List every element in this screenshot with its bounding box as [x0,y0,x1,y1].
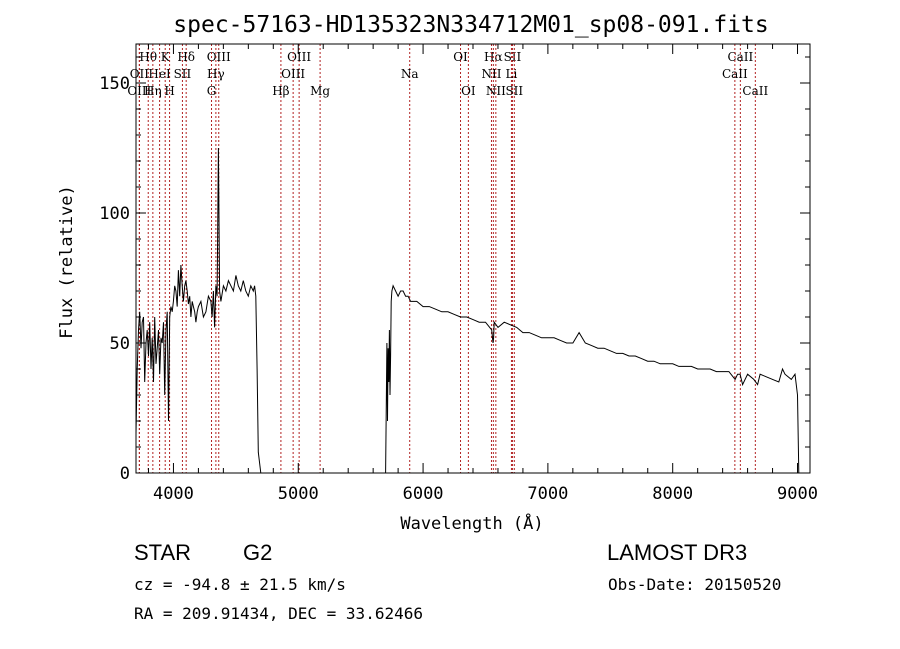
marker-label-6: Hδ [177,50,195,64]
x-axis: 4000 5000 6000 7000 8000 9000 [147,44,818,504]
marker-label-17: OI [453,50,468,64]
x-tick-label-3: 7000 [527,484,568,504]
x-tick-label-5: 9000 [777,484,818,504]
y-tick-label-1: 50 [110,334,130,354]
redshift-cz: cz = -94.8 ± 21.5 km/s [134,575,346,594]
object-subclass: G2 [243,540,273,565]
marker-label-23: Li [506,67,518,81]
marker-label-12: OIII [287,50,311,64]
marker-label-20: NII [481,67,501,81]
marker-label-0: Hθ [139,50,157,64]
y-axis-label: Flux (relative) [57,185,77,339]
marker-label-21: NII [486,84,506,98]
marker-label-24: SII [505,84,523,98]
x-tick-label-4: 8000 [652,484,693,504]
marker-label-25: CaII [727,50,753,64]
x-axis-label: Wavelength (Å) [400,512,543,534]
y-tick-label-3: 150 [99,74,130,94]
marker-label-3: K [161,50,171,64]
y-axis: 0 50 100 150 [99,56,810,484]
x-tick-label-1: 5000 [278,484,319,504]
y-tick-label-2: 100 [99,204,130,224]
marker-label-2: OIII [127,84,151,98]
marker-label-27: CaII [742,84,768,98]
plot-frame [135,43,811,474]
survey-name: LAMOST DR3 [607,540,748,565]
marker-label-10: Hγ [207,67,225,81]
marker-label-9: OIII [207,50,231,64]
ra-dec: RA = 209.91434, DEC = 33.62466 [134,604,423,623]
chart-title: spec-57163-HD135323N334712M01_sp08-091.f… [173,12,768,38]
flux-series-line [135,147,800,474]
marker-label-14: Hβ [272,84,289,98]
marker-label-19: Hα [484,50,503,64]
marker-label-11: G [207,84,217,98]
marker-label-5: Hη [144,84,162,98]
marker-label-7: SII [174,67,192,81]
x-tick-label-2: 6000 [403,484,444,504]
marker-label-26: CaII [722,67,748,81]
marker-label-22: SII [504,50,522,64]
marker-label-8: H [164,84,174,98]
object-class: STAR [134,540,192,565]
marker-label-13: OIII [281,67,305,81]
observation-date: Obs-Date: 20150520 [608,575,782,594]
y-tick-label-0: 0 [120,464,130,484]
marker-label-4: HeI [148,67,171,81]
marker-label-16: Na [401,67,419,81]
marker-label-15: Mg [310,84,330,98]
x-tick-label-0: 4000 [153,484,194,504]
marker-label-18: OI [461,84,476,98]
